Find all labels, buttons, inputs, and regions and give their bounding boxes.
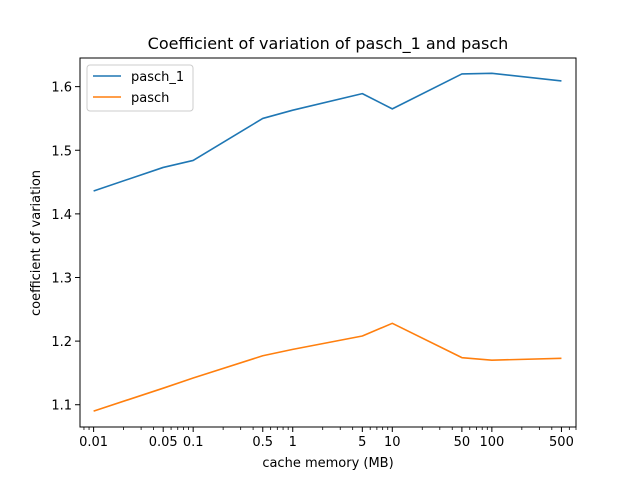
x-tick-label: 0.01: [79, 435, 108, 450]
x-axis-label: cache memory (MB): [262, 456, 393, 471]
x-tick-label: 0.05: [149, 435, 178, 450]
x-tick-label: 1: [289, 435, 297, 450]
x-tick-label: 100: [479, 435, 504, 450]
y-axis-label: coefficient of variation: [29, 170, 44, 316]
y-axis-ticks: 1.1 1.2 1.3 1.4 1.5 1.6: [51, 81, 80, 414]
x-tick-label: 5: [358, 435, 366, 450]
y-tick-label: 1.6: [51, 81, 72, 96]
x-tick-label: 0.5: [252, 435, 273, 450]
series-line-pasch: [93, 322, 562, 412]
legend-label: pasch_1: [131, 70, 184, 85]
y-tick-label: 1.3: [51, 271, 72, 286]
x-tick-label: 50: [454, 435, 471, 450]
y-tick-label: 1.4: [51, 208, 72, 223]
legend-label: pasch: [131, 91, 169, 106]
y-tick-label: 1.2: [51, 335, 72, 350]
x-tick-label: 10: [384, 435, 401, 450]
plot-area: [79, 57, 577, 428]
x-minor-ticks: [83, 427, 577, 430]
y-tick-label: 1.5: [51, 144, 72, 159]
y-tick-label: 1.1: [51, 399, 72, 414]
x-tick-label: 0.1: [183, 435, 204, 450]
x-axis-ticks: 0.01 0.05 0.1 0.5 1 5 10 50 100 500: [79, 427, 574, 450]
x-tick-label: 500: [549, 435, 574, 450]
series-lines: [93, 72, 562, 412]
series-line-pasch-1: [93, 72, 562, 192]
chart-title: Coefficient of variation of pasch_1 and …: [148, 34, 509, 54]
